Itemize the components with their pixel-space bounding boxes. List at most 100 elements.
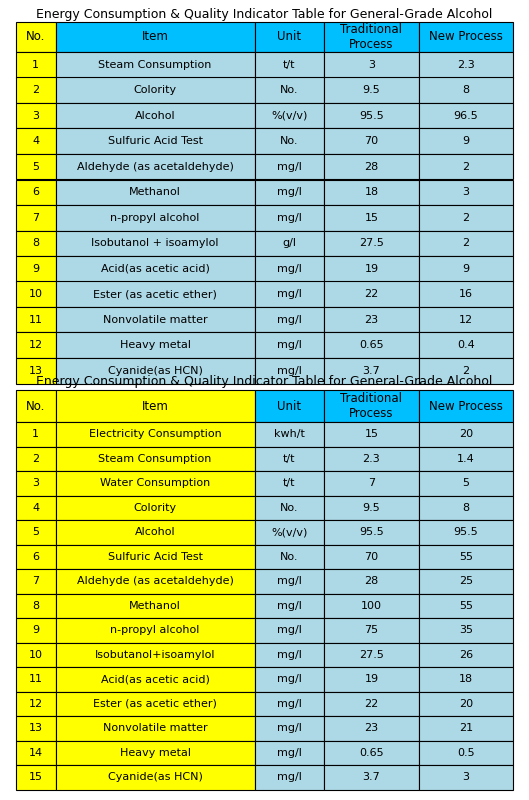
Bar [324, 765, 418, 790]
Text: No.: No. [280, 86, 298, 95]
Text: 3: 3 [368, 60, 375, 70]
Text: n-propyl alcohol: n-propyl alcohol [111, 213, 200, 222]
Bar [324, 741, 418, 765]
Text: 0.65: 0.65 [359, 340, 384, 350]
Text: g/l: g/l [282, 238, 296, 248]
Text: 3: 3 [32, 110, 39, 121]
Text: 100: 100 [361, 601, 382, 610]
Bar [324, 103, 418, 129]
Bar [324, 52, 418, 78]
Text: No.: No. [280, 502, 298, 513]
Bar [418, 569, 513, 594]
Bar [418, 307, 513, 333]
Bar [16, 446, 56, 471]
Text: No.: No. [280, 136, 298, 146]
Text: mg/l: mg/l [277, 366, 302, 376]
Text: Steam Consumption: Steam Consumption [98, 60, 212, 70]
Bar [254, 691, 324, 716]
Bar [418, 205, 513, 230]
Bar [418, 765, 513, 790]
Bar [254, 256, 324, 282]
Text: Colority: Colority [133, 502, 177, 513]
Bar [16, 307, 56, 333]
Bar [56, 154, 254, 179]
Bar [324, 358, 418, 383]
Bar [56, 358, 254, 383]
Bar [56, 256, 254, 282]
Text: New Process: New Process [429, 399, 503, 413]
Bar [16, 52, 56, 78]
Text: 2: 2 [462, 162, 469, 172]
Text: 27.5: 27.5 [359, 650, 384, 660]
Text: 13: 13 [29, 366, 43, 376]
Text: 27.5: 27.5 [359, 238, 384, 248]
Text: 1.4: 1.4 [457, 454, 475, 464]
Text: 18: 18 [364, 187, 378, 198]
Text: mg/l: mg/l [277, 340, 302, 350]
Text: 14: 14 [29, 748, 43, 758]
Text: 4: 4 [32, 502, 39, 513]
Bar [418, 594, 513, 618]
Bar [324, 446, 418, 471]
Text: 8: 8 [32, 238, 39, 248]
Text: Alcohol: Alcohol [135, 527, 176, 538]
Text: 95.5: 95.5 [359, 527, 384, 538]
Bar [324, 618, 418, 642]
Bar [56, 282, 254, 307]
Text: 12: 12 [29, 340, 43, 350]
Text: Methanol: Methanol [129, 187, 181, 198]
Bar [418, 282, 513, 307]
Bar [254, 230, 324, 256]
Text: 9.5: 9.5 [362, 502, 380, 513]
Bar [324, 545, 418, 569]
Bar [254, 569, 324, 594]
Bar [56, 446, 254, 471]
Bar [254, 282, 324, 307]
Bar [16, 741, 56, 765]
Bar [56, 520, 254, 545]
Text: Item: Item [142, 399, 169, 413]
Text: 16: 16 [459, 290, 473, 299]
Bar [254, 495, 324, 520]
Text: New Process: New Process [429, 30, 503, 43]
Bar [324, 282, 418, 307]
Bar [324, 642, 418, 667]
Text: n-propyl alcohol: n-propyl alcohol [111, 626, 200, 635]
Bar [56, 642, 254, 667]
Bar [324, 569, 418, 594]
Bar [254, 642, 324, 667]
Bar [324, 422, 418, 446]
Text: mg/l: mg/l [277, 162, 302, 172]
Text: 7: 7 [32, 213, 39, 222]
Text: kwh/t: kwh/t [274, 430, 305, 439]
Text: 55: 55 [459, 601, 473, 610]
Text: Nonvolatile matter: Nonvolatile matter [103, 314, 207, 325]
Bar [254, 618, 324, 642]
Bar [56, 103, 254, 129]
Text: Cyanide(as HCN): Cyanide(as HCN) [108, 366, 203, 376]
Bar [56, 230, 254, 256]
Bar [16, 691, 56, 716]
Bar [56, 618, 254, 642]
Text: 15: 15 [364, 430, 378, 439]
Text: 70: 70 [364, 552, 378, 562]
Text: 9: 9 [32, 626, 39, 635]
Text: 19: 19 [364, 674, 378, 684]
Text: Item: Item [142, 30, 169, 43]
Bar [324, 78, 418, 103]
Bar [56, 594, 254, 618]
Bar [254, 741, 324, 765]
Text: 9: 9 [32, 264, 39, 274]
Bar [418, 741, 513, 765]
Bar [324, 594, 418, 618]
Text: 2: 2 [462, 366, 469, 376]
Text: 1: 1 [32, 430, 39, 439]
Bar [418, 716, 513, 741]
Bar [418, 129, 513, 154]
Bar [254, 471, 324, 495]
Text: Methanol: Methanol [129, 601, 181, 610]
Text: 13: 13 [29, 723, 43, 734]
Text: Energy Consumption & Quality Indicator Table for General-Grade Alcohol: Energy Consumption & Quality Indicator T… [37, 375, 492, 388]
Bar [324, 390, 418, 422]
Bar [16, 520, 56, 545]
